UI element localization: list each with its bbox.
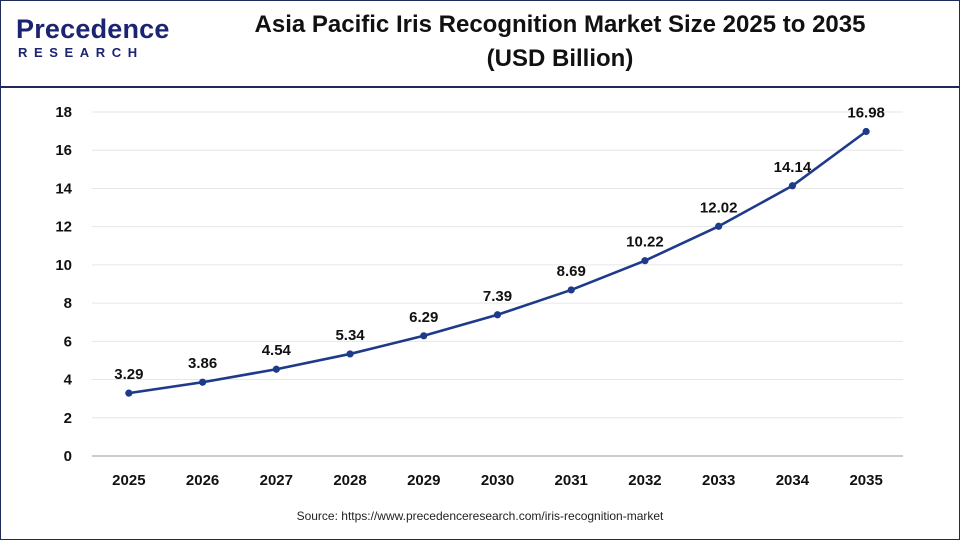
x-tick-label: 2032: [628, 472, 661, 489]
header: Precedence RESEARCH Asia Pacific Iris Re…: [0, 0, 960, 88]
data-point: [862, 127, 870, 136]
data-point: [125, 389, 133, 397]
x-tick-label: 2025: [112, 472, 145, 489]
chart-title-line2: (USD Billion): [486, 45, 634, 72]
y-tick-label: 2: [64, 410, 72, 427]
data-point: [715, 222, 723, 230]
data-point: [346, 350, 354, 358]
data-point: [272, 365, 280, 373]
data-point: [198, 378, 207, 386]
x-tick-label: 2028: [333, 472, 366, 489]
data-label: 10.22: [626, 234, 664, 251]
data-point: [493, 311, 502, 319]
x-tick-label: 2027: [260, 472, 293, 489]
chart-title-line1: Asia Pacific Iris Recognition Market Siz…: [254, 11, 866, 38]
source-note: Source: https://www.precedenceresearch.c…: [296, 509, 664, 523]
data-label: 14.14: [774, 159, 812, 176]
logo-subtitle: RESEARCH: [18, 45, 144, 60]
series-line: [128, 130, 867, 395]
chart-title: Asia Pacific Iris Recognition Market Siz…: [200, 8, 920, 76]
data-label: 4.54: [262, 342, 292, 359]
x-tick-label: 2034: [776, 472, 810, 489]
data-label: 6.29: [409, 309, 438, 326]
x-tick-label: 2030: [481, 472, 514, 489]
data-point: [567, 286, 575, 294]
data-label: 3.86: [188, 355, 217, 372]
data-label: 7.39: [483, 288, 512, 305]
y-tick-label: 12: [55, 219, 72, 236]
data-label: 5.34: [335, 327, 365, 344]
x-tick-label: 2026: [186, 472, 219, 489]
x-tick-label: 2029: [407, 472, 440, 489]
data-label: 12.02: [700, 199, 738, 216]
y-tick-label: 0: [64, 448, 72, 465]
y-tick-label: 18: [55, 104, 72, 121]
y-tick-label: 6: [64, 333, 72, 350]
data-point: [641, 257, 649, 265]
data-label: 8.69: [557, 263, 586, 280]
x-tick-label: 2035: [849, 472, 882, 489]
data-label: 16.98: [847, 104, 885, 121]
logo-wordmark: Precedence: [16, 14, 170, 44]
brand-logo: Precedence RESEARCH: [16, 14, 169, 64]
y-tick-label: 8: [64, 295, 72, 312]
data-point: [788, 182, 797, 190]
y-tick-label: 14: [55, 180, 72, 197]
y-tick-label: 16: [55, 142, 72, 159]
y-tick-label: 4: [64, 372, 73, 389]
x-tick-label: 2033: [702, 472, 735, 489]
data-point: [420, 332, 428, 340]
data-label: 3.29: [114, 366, 143, 383]
x-tick-label: 2031: [555, 472, 588, 489]
y-tick-label: 10: [55, 257, 72, 274]
